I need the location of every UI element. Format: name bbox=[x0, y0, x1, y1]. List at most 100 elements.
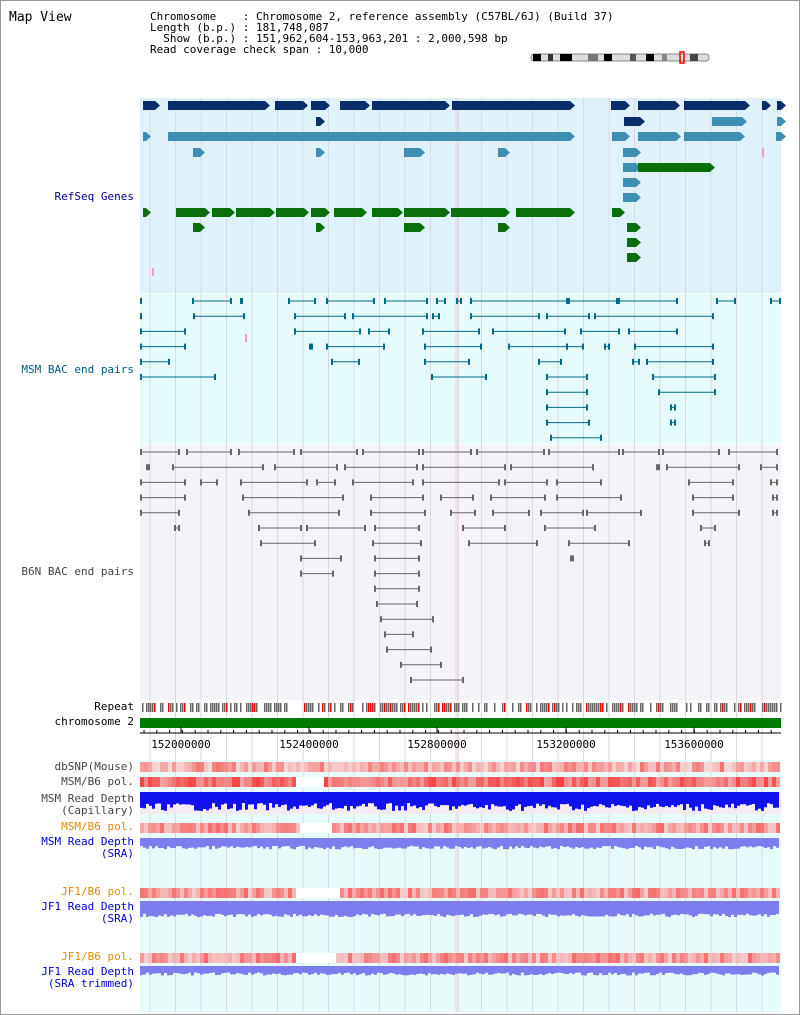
depth-bar bbox=[344, 966, 347, 974]
depth-bar bbox=[737, 966, 740, 975]
jf1-b6-pol-trim-label[interactable]: JF1/B6 pol. bbox=[61, 950, 134, 963]
msm-b6-pol-sra-label[interactable]: MSM/B6 pol. bbox=[61, 820, 134, 833]
heat-cell bbox=[696, 762, 700, 772]
bac-end bbox=[462, 525, 464, 531]
depth-bar bbox=[215, 792, 218, 807]
bac-end bbox=[594, 525, 596, 531]
heat-cell bbox=[224, 888, 228, 898]
heat-cell bbox=[236, 823, 240, 833]
heat-cell bbox=[736, 953, 740, 963]
depth-bar bbox=[560, 838, 563, 846]
repeat-element bbox=[334, 703, 336, 712]
heat-cell bbox=[604, 762, 608, 772]
depth-bar bbox=[740, 901, 743, 915]
heat-cell bbox=[424, 823, 428, 833]
gene-arrow bbox=[445, 101, 450, 110]
bac-end bbox=[300, 525, 302, 531]
depth-bar bbox=[722, 792, 725, 808]
depth-bar bbox=[245, 792, 248, 810]
depth-bar bbox=[641, 901, 644, 917]
bac-end bbox=[662, 449, 664, 455]
bac-end bbox=[340, 555, 342, 562]
depth-bar bbox=[776, 792, 779, 808]
depth-bar bbox=[533, 838, 536, 848]
depth-bar bbox=[470, 838, 473, 848]
heat-cell bbox=[408, 762, 412, 772]
heat-cell bbox=[148, 888, 152, 898]
heat-cell bbox=[728, 762, 732, 772]
heat-cell bbox=[180, 823, 184, 833]
dbsnp-label[interactable]: dbSNP(Mouse) bbox=[54, 760, 134, 773]
depth-bar bbox=[533, 901, 536, 917]
heat-cell bbox=[360, 823, 364, 833]
depth-bar bbox=[224, 838, 227, 847]
heat-cell bbox=[584, 777, 588, 787]
gene-arrow bbox=[420, 223, 425, 232]
depth-bar bbox=[467, 792, 470, 805]
heat-cell bbox=[316, 777, 320, 787]
depth-bar bbox=[185, 966, 188, 974]
bac-end bbox=[418, 449, 420, 455]
gene-glyph bbox=[212, 208, 230, 217]
gene-arrow bbox=[155, 101, 160, 110]
jf1-read-depth-sra-label[interactable]: JF1 Read Depth (SRA) bbox=[41, 900, 134, 925]
bac-end bbox=[616, 298, 618, 304]
depth-bar bbox=[755, 838, 758, 847]
repeat-track bbox=[142, 703, 782, 712]
msm-read-depth-sra-label[interactable]: MSM Read Depth (SRA) bbox=[41, 835, 134, 860]
depth-bar bbox=[497, 792, 500, 807]
gene-arrow bbox=[636, 223, 641, 232]
bac-end bbox=[358, 358, 360, 365]
heat-cell bbox=[608, 953, 612, 963]
bac-end bbox=[359, 328, 361, 335]
msm-read-depth-capillary-label[interactable]: MSM Read Depth (Capillary) bbox=[41, 792, 134, 817]
depth-bar bbox=[302, 966, 305, 973]
heat-cell bbox=[500, 888, 504, 898]
bac-end bbox=[146, 464, 148, 471]
heat-cell bbox=[692, 823, 696, 833]
jf1-read-depth-trimmed-label[interactable]: JF1 Read Depth (SRA trimmed) bbox=[41, 965, 134, 990]
heat-cell bbox=[348, 888, 352, 898]
heat-cell bbox=[740, 888, 744, 898]
repeat-element bbox=[714, 703, 716, 712]
heat-cell bbox=[772, 823, 776, 833]
heat-cell bbox=[188, 762, 192, 772]
depth-bar bbox=[296, 901, 299, 916]
depth-bar bbox=[719, 901, 722, 916]
jf1-b6-pol-label[interactable]: JF1/B6 pol. bbox=[61, 885, 134, 898]
refseq-genes-label[interactable]: RefSeq Genes bbox=[54, 190, 134, 203]
msm-b6-pol-label[interactable]: MSM/B6 pol. bbox=[61, 775, 134, 788]
bac-end bbox=[568, 298, 570, 304]
depth-bar bbox=[158, 792, 161, 804]
heat-cell bbox=[424, 777, 428, 787]
gene-arrow bbox=[325, 208, 330, 217]
heat-cell bbox=[144, 888, 148, 898]
depth-bar bbox=[173, 966, 176, 973]
repeat-element bbox=[686, 703, 688, 712]
depth-bar bbox=[692, 792, 695, 811]
bac-end bbox=[712, 358, 714, 365]
ideogram-band bbox=[662, 54, 667, 61]
heat-cell bbox=[244, 888, 248, 898]
b6n-bac-label[interactable]: B6N BAC end pairs bbox=[21, 565, 134, 578]
msm-bac-label[interactable]: MSM BAC end pairs bbox=[21, 363, 134, 376]
depth-bar bbox=[299, 792, 302, 806]
bac-end bbox=[430, 646, 432, 653]
bac-end bbox=[676, 328, 678, 335]
depth-bar bbox=[485, 838, 488, 848]
heat-cell bbox=[260, 823, 264, 833]
repeat-element bbox=[148, 703, 150, 712]
heat-cell bbox=[776, 762, 780, 772]
repeat-element bbox=[772, 703, 774, 712]
heat-cell bbox=[692, 953, 696, 963]
bac-end bbox=[528, 509, 530, 516]
depth-bar bbox=[278, 792, 281, 807]
heat-cell bbox=[500, 762, 504, 772]
heat-cell bbox=[664, 762, 668, 772]
gene-arrow bbox=[675, 101, 680, 110]
heat-cell bbox=[568, 888, 572, 898]
gene-glyph bbox=[193, 223, 200, 232]
heat-cell bbox=[592, 823, 596, 833]
depth-bar bbox=[563, 966, 566, 974]
